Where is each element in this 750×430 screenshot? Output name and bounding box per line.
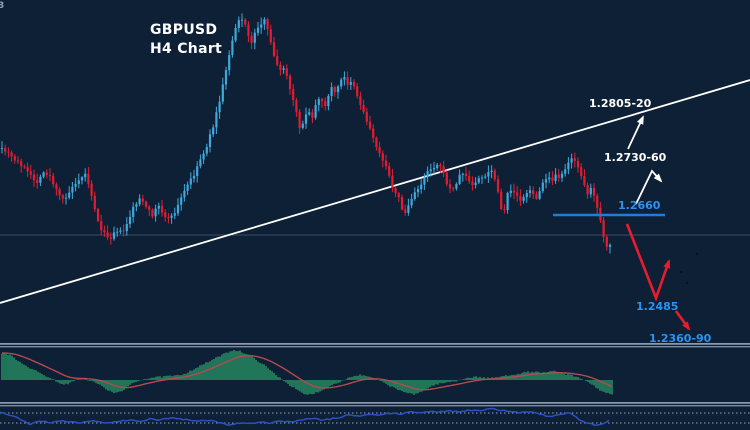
projection-arrows <box>625 115 691 331</box>
candlesticks <box>0 13 612 254</box>
chart-title-symbol: GBPUSD <box>150 22 218 38</box>
price-label-target-2: 1.2360-90 <box>649 332 712 345</box>
chart-title-timeframe: H4 Chart <box>150 41 223 57</box>
price-label-broken-support: 1.2660 <box>618 199 661 212</box>
oscillator-indicator <box>0 407 750 426</box>
ascending-trendline <box>0 79 750 304</box>
macd-indicator <box>1 349 613 395</box>
white-arrow-rejection <box>635 169 663 205</box>
stray-dots <box>679 252 699 285</box>
price-label-target-1: 1.2485 <box>636 300 679 313</box>
red-arrow-to-target2 <box>674 310 691 331</box>
red-arrow-drop-and-bounce <box>625 223 671 302</box>
panel-separators <box>0 343 750 407</box>
white-arrow-up-to-trendline <box>627 115 644 150</box>
price-label-resistance-upper: 1.2805-20 <box>589 97 652 110</box>
clipped-corner-text: 3 <box>0 1 5 11</box>
price-label-resistance-lower: 1.2730-60 <box>604 151 667 164</box>
